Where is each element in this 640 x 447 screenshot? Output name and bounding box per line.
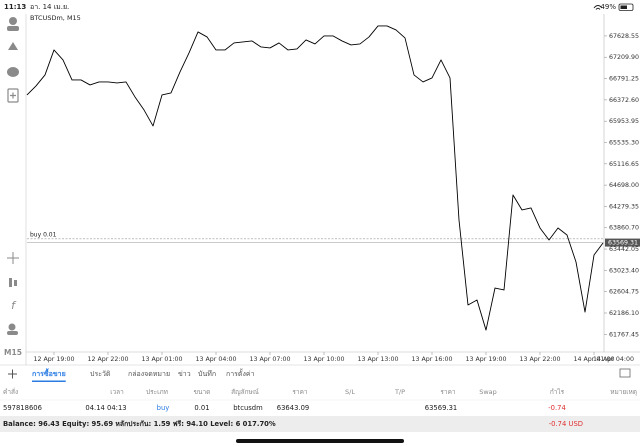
tab[interactable]: การตั้งค่า [226, 367, 255, 378]
column-header: Swap [479, 388, 497, 396]
y-tick-label: 67628.55 [609, 33, 639, 40]
objects-icon-body [7, 331, 18, 335]
x-edge-label: 14 Apr 04:00 [593, 356, 634, 363]
y-tick-label: 66791.25 [609, 76, 639, 83]
x-tick-label: 12 Apr 19:00 [33, 356, 74, 363]
y-tick-label: 61767.45 [609, 331, 639, 338]
positions-table: คำสั่ง เวลา ประเภท ขนาด สัญลักษณ์ ราคา S/L T/P ร… [0, 387, 640, 412]
tab[interactable]: กล่องจดหมาย [128, 370, 170, 378]
price-label: 63569.31 [608, 240, 638, 247]
y-tick-label: 62604.75 [609, 289, 639, 296]
status-time: 11:13 [4, 3, 26, 11]
layout-icon[interactable] [619, 368, 631, 378]
x-tick-label: 13 Apr 19:00 [465, 356, 506, 363]
x-tick-label: 13 Apr 22:00 [519, 356, 560, 363]
objects-icon[interactable] [8, 323, 16, 331]
x-tick-label: 14 Apr 01:00 [573, 356, 614, 363]
battery-icon [618, 3, 634, 11]
tab[interactable]: ข่าว [178, 370, 191, 378]
y-tick-label: 67209.90 [609, 54, 639, 61]
cell-order: 597818606 [3, 404, 42, 412]
y-tick-label: 65116.65 [609, 161, 639, 168]
home-indicator [236, 439, 404, 443]
wifi-icon [593, 5, 603, 10]
battery-percent: 49% [600, 3, 616, 11]
battery-level [620, 5, 627, 9]
account-icon[interactable] [9, 17, 17, 25]
tab[interactable]: ประวัติ [90, 370, 111, 378]
timeframe-button[interactable]: M15 [4, 348, 22, 357]
y-tick-label: 66372.60 [609, 97, 639, 104]
tab[interactable]: บันทึก [198, 369, 216, 378]
column-header: S/L [345, 388, 355, 396]
cell-time: 04.14 04:13 [85, 404, 126, 412]
price-label-bg [605, 238, 640, 247]
summary-profit: -0.74 USD [549, 420, 583, 428]
x-tick-label: 12 Apr 22:00 [87, 356, 128, 363]
y-tick-label: 62186.10 [609, 310, 639, 317]
column-header: ประเภท [146, 388, 168, 396]
x-tick-label: 13 Apr 04:00 [195, 356, 236, 363]
x-tick-label: 13 Apr 13:00 [357, 356, 398, 363]
column-header: ราคา [292, 388, 307, 396]
order-line-label: buy 0.01 [30, 231, 57, 238]
cell-price: 63643.09 [277, 404, 309, 412]
column-header: เวลา [110, 388, 124, 396]
y-tick-label: 64698.00 [609, 182, 639, 189]
trade-icon[interactable] [8, 42, 18, 50]
column-header: T/P [394, 388, 405, 396]
y-tick-label: 65953.95 [609, 118, 639, 125]
column-header: สัญลักษณ์ [231, 388, 259, 396]
x-tick-label: 13 Apr 07:00 [249, 356, 290, 363]
cell-current-price: 63569.31 [425, 404, 457, 412]
price-line-series [26, 25, 604, 331]
column-header: กำไร [550, 388, 565, 396]
account-icon-body [7, 26, 19, 31]
tab[interactable]: การซื้อขาย [32, 367, 66, 378]
column-header: หมายเหตุ [610, 388, 637, 396]
toolbar-icons: f [7, 17, 19, 335]
tabs: การซื้อขาย ประวัติ กล่องจดหมาย ข่าว บันทึก กา… [32, 367, 255, 382]
column-header: คำสั่ง [3, 387, 18, 396]
candle-icon-2 [14, 280, 17, 286]
column-header: ราคา [440, 388, 455, 396]
cell-type: buy [157, 404, 170, 412]
y-tick-label: 63023.40 [609, 267, 639, 274]
new-order-icon[interactable] [7, 88, 19, 103]
x-tick-label: 13 Apr 16:00 [411, 356, 452, 363]
chart-title: BTCUSDm, M15 [30, 14, 81, 22]
x-tick-label: 13 Apr 01:00 [141, 356, 182, 363]
summary-bar [0, 416, 640, 432]
column-header: ขนาด [194, 388, 211, 396]
status-date: อา. 14 เม.ย. [30, 3, 69, 11]
y-tick-label: 63860.70 [609, 225, 639, 232]
chart-layer: 67628.55 67209.90 66791.25 66372.60 65953.95… [26, 25, 640, 363]
indicator-icon[interactable]: f [11, 299, 17, 312]
chat-icon[interactable] [7, 67, 19, 77]
summary-text: Balance: 96.43 Equity: 95.69 หลักประกัน:… [3, 420, 276, 428]
y-tick-label: 65535.30 [609, 139, 639, 146]
cell-profit: -0.74 [548, 404, 566, 412]
y-tick-label: 63442.05 [609, 246, 639, 253]
x-tick-label: 13 Apr 10:00 [303, 356, 344, 363]
cell-volume: 0.01 [194, 404, 209, 412]
new-order-plus [10, 92, 16, 99]
tab-underline [32, 380, 66, 382]
cell-symbol: btcusdm [233, 404, 263, 412]
y-tick-label: 64279.35 [609, 203, 639, 210]
crosshair-icon[interactable] [7, 252, 19, 264]
candle-icon[interactable] [9, 278, 12, 287]
add-button[interactable] [8, 369, 17, 379]
